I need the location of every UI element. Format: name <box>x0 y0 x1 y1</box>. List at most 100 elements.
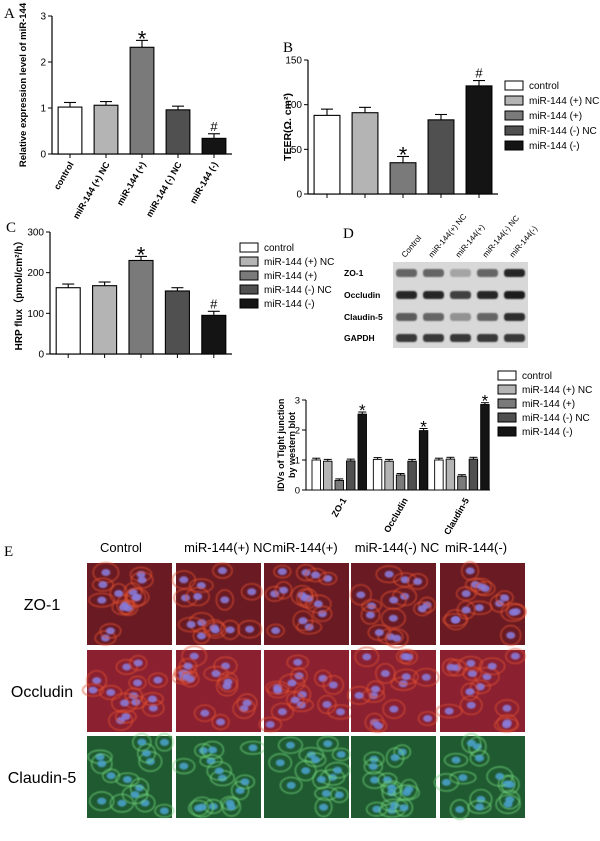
cell-nucleus <box>193 593 203 601</box>
cell-nucleus <box>185 675 195 683</box>
cell-nucleus <box>313 600 323 608</box>
cell-membrane <box>363 758 383 775</box>
y-axis-label: Relative expression level of miR-144 <box>18 2 29 167</box>
cell-membrane <box>394 798 414 817</box>
cell-membrane <box>413 601 432 617</box>
cell-membrane <box>478 657 506 676</box>
cell-membrane <box>312 769 331 790</box>
bar-1-0 <box>372 458 383 491</box>
x-tick-label-1: Occludin <box>382 496 410 534</box>
cell-nucleus <box>392 634 402 642</box>
cell-nucleus <box>389 596 399 604</box>
cell-membrane <box>314 797 333 818</box>
cell-nucleus <box>159 807 169 815</box>
y-axis-label-line-2: by western blot <box>287 412 297 478</box>
cell-membrane <box>124 587 150 607</box>
cell-nucleus <box>92 677 102 685</box>
cell-membrane <box>442 658 461 677</box>
cell-nucleus <box>316 776 326 784</box>
bar-0-2 <box>334 479 344 491</box>
blot-band-2-3 <box>477 313 498 321</box>
chart-d-idv-tight-junction: 0 1 2 3 * ZO-1 * Occludin * Claudin-5 IDVs of Tigh… <box>276 392 490 537</box>
cell-membrane <box>154 803 175 818</box>
panel-letter-d: D <box>343 226 354 242</box>
cell-membrane <box>147 672 168 688</box>
cell-nucleus <box>277 568 287 576</box>
cell-nucleus <box>389 705 399 713</box>
cell-membrane <box>305 594 332 614</box>
cell-membrane <box>190 796 214 818</box>
y-tick-label-2: 200 <box>27 268 44 279</box>
cell-membrane <box>317 694 337 715</box>
significance-mark-4: # <box>210 119 218 134</box>
micro-row-label-2: Claudin-5 <box>8 770 77 787</box>
y-tick-label-1: 100 <box>27 309 44 320</box>
blot-band-1-2 <box>450 291 471 299</box>
micro-panel-1-3 <box>346 646 440 733</box>
cell-membrane <box>109 583 128 604</box>
blot-band-1-0 <box>396 291 417 299</box>
cell-membrane <box>385 747 405 768</box>
cell-membrane <box>264 586 285 602</box>
cell-nucleus <box>298 617 308 625</box>
cell-membrane <box>354 646 380 668</box>
cell-nucleus <box>179 762 189 770</box>
micro-panel-background <box>351 650 436 732</box>
micro-panel-2-0 <box>87 733 175 818</box>
micro-column-label-3: miR-144(-) NC <box>355 540 440 555</box>
cell-nucleus <box>403 653 413 661</box>
cell-nucleus <box>474 604 484 612</box>
cell-membrane <box>399 649 418 665</box>
micro-panel-1-2 <box>258 650 354 733</box>
cell-membrane <box>129 778 150 798</box>
cell-membrane <box>444 609 468 631</box>
legend-label-3: miR-144 (-) NC <box>264 285 332 296</box>
legend-swatch-2 <box>504 110 524 121</box>
cell-membrane <box>459 695 483 716</box>
cell-membrane <box>449 770 477 785</box>
cell-membrane <box>369 719 388 733</box>
y-tick-label-1: 50 <box>291 145 303 156</box>
cell-nucleus <box>159 738 169 746</box>
micro-panel-background <box>176 563 261 645</box>
cell-nucleus <box>98 581 108 589</box>
blot-band-3-2 <box>450 334 471 342</box>
cell-membrane <box>155 733 174 752</box>
cell-membrane <box>286 691 305 709</box>
legend-swatch-0 <box>504 80 524 91</box>
x-tick-label-0: ZO-1 <box>330 496 349 519</box>
blot-band-label-0: ZO-1 <box>344 268 364 278</box>
legend-swatch-4 <box>504 140 524 151</box>
legend-label-0: control <box>529 81 559 92</box>
y-tick-label-3: 3 <box>295 396 300 407</box>
cell-nucleus <box>220 596 230 604</box>
blot-band-label-2: Claudin-5 <box>344 312 383 322</box>
western-blot: Control miR-144(+) NCmiR-144(+)miR-144(-)… <box>344 212 539 348</box>
cell-membrane <box>330 787 349 803</box>
legend-swatch-3 <box>497 412 517 423</box>
cell-membrane <box>188 799 210 817</box>
cell-membrane <box>265 680 290 695</box>
cell-membrane <box>130 571 154 589</box>
cell-membrane <box>331 747 351 762</box>
cell-nucleus <box>333 766 343 774</box>
cell-membrane <box>178 658 198 675</box>
blot-band-1-3 <box>477 291 498 299</box>
cell-membrane <box>442 613 469 627</box>
cell-membrane <box>393 744 412 760</box>
cell-nucleus <box>216 718 226 726</box>
cell-membrane <box>115 659 138 675</box>
cell-nucleus <box>465 688 475 696</box>
legend-label-2: miR-144 (+) <box>522 399 575 410</box>
cell-membrane <box>375 663 396 684</box>
cell-membrane <box>505 648 526 665</box>
cell-nucleus <box>387 784 397 792</box>
cell-membrane <box>494 699 520 718</box>
cell-nucleus <box>417 605 427 613</box>
cell-nucleus <box>471 581 481 589</box>
cell-nucleus <box>370 776 380 784</box>
cell-nucleus <box>510 652 520 660</box>
cell-nucleus <box>277 708 287 716</box>
legend-label-3: miR-144 (-) NC <box>529 126 597 137</box>
cell-membrane <box>505 603 527 620</box>
